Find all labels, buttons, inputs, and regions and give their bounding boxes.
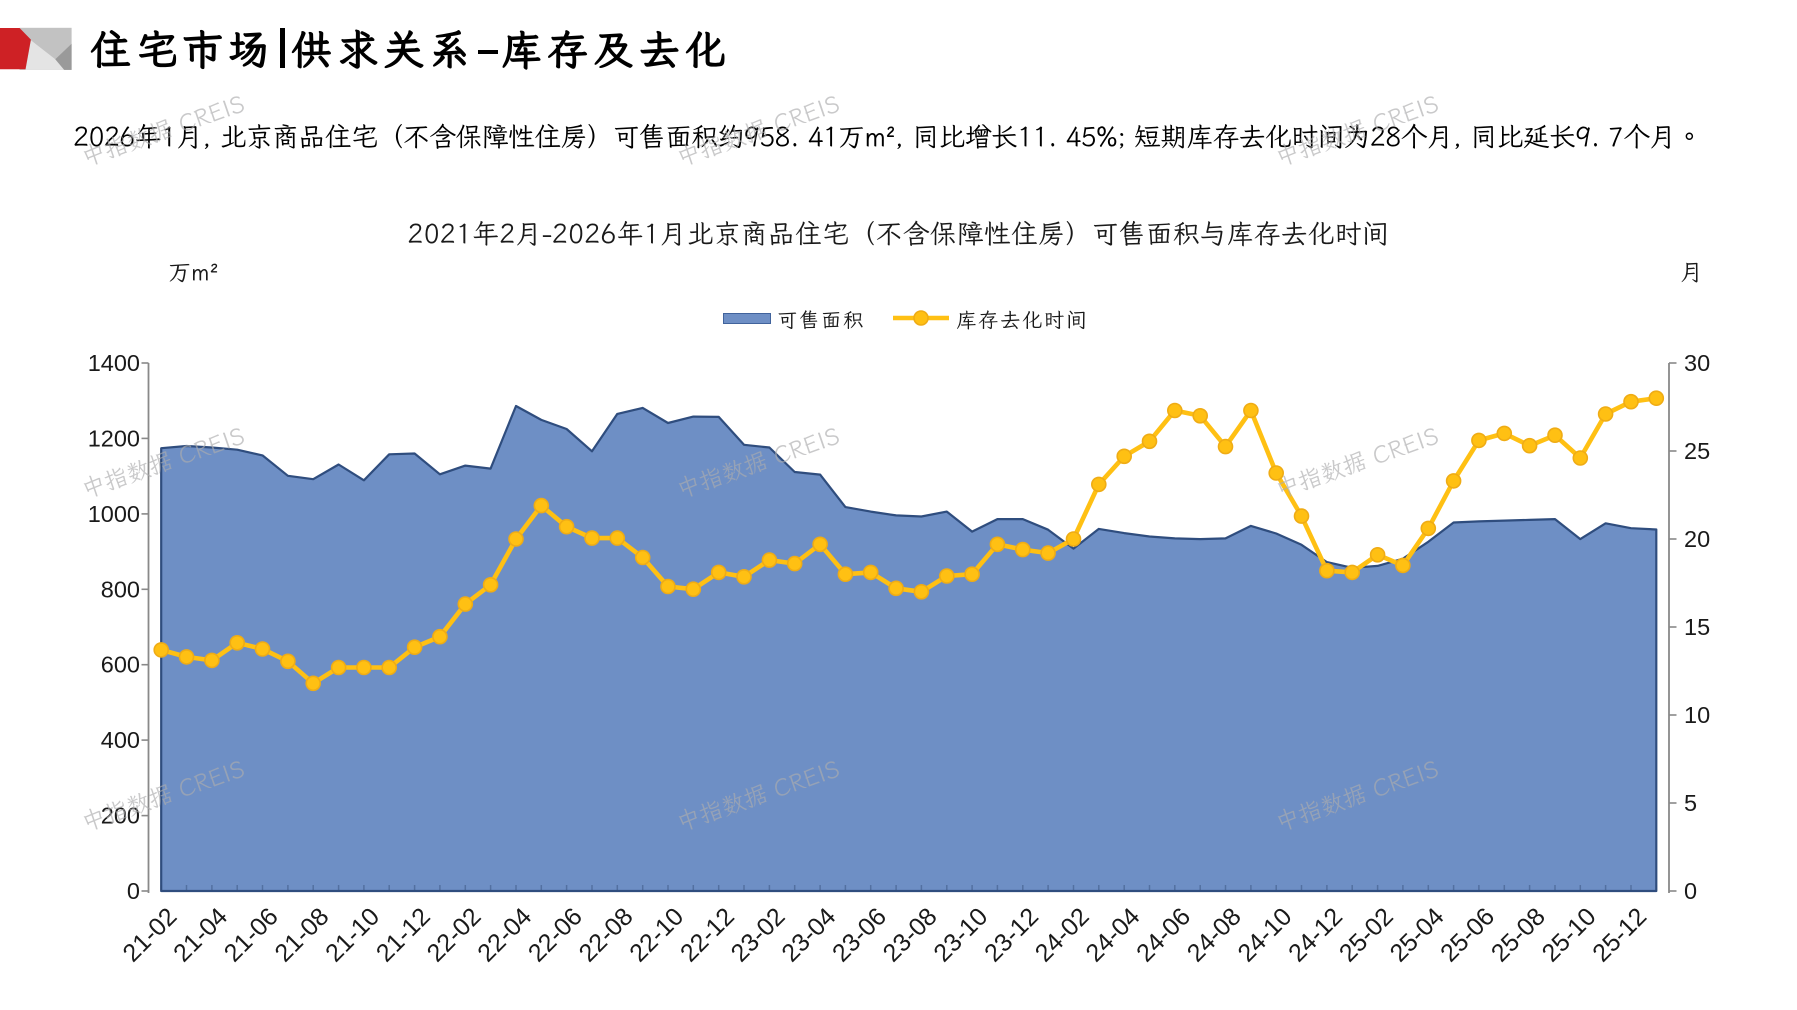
svg-text:24-12: 24-12 xyxy=(1283,902,1348,967)
svg-text:21-12: 21-12 xyxy=(371,902,436,967)
svg-text:200: 200 xyxy=(101,803,140,829)
svg-text:24-10: 24-10 xyxy=(1232,902,1297,967)
svg-text:20: 20 xyxy=(1684,526,1710,552)
svg-text:25-02: 25-02 xyxy=(1334,902,1399,967)
svg-text:22-12: 22-12 xyxy=(675,902,740,967)
svg-text:21-06: 21-06 xyxy=(219,902,284,967)
svg-text:23-04: 23-04 xyxy=(776,902,841,967)
svg-text:25: 25 xyxy=(1684,438,1710,464)
svg-text:22-04: 22-04 xyxy=(472,902,537,967)
svg-text:15: 15 xyxy=(1684,614,1710,640)
svg-text:24-04: 24-04 xyxy=(1080,902,1145,967)
svg-text:21-02: 21-02 xyxy=(117,902,182,967)
svg-text:22-08: 22-08 xyxy=(574,902,639,967)
svg-text:25-12: 25-12 xyxy=(1587,902,1652,967)
svg-text:25-08: 25-08 xyxy=(1486,902,1551,967)
svg-text:23-06: 23-06 xyxy=(827,902,892,967)
svg-text:10: 10 xyxy=(1684,702,1710,728)
svg-text:22-02: 22-02 xyxy=(422,902,487,967)
svg-text:23-02: 23-02 xyxy=(726,902,791,967)
svg-text:23-08: 23-08 xyxy=(878,902,943,967)
svg-text:23-12: 23-12 xyxy=(979,902,1044,967)
svg-text:1400: 1400 xyxy=(88,350,140,376)
svg-text:21-04: 21-04 xyxy=(168,902,233,967)
svg-text:23-10: 23-10 xyxy=(928,902,993,967)
svg-text:24-06: 24-06 xyxy=(1131,902,1196,967)
svg-text:21-08: 21-08 xyxy=(269,902,334,967)
svg-text:1000: 1000 xyxy=(88,501,140,527)
svg-text:22-06: 22-06 xyxy=(523,902,588,967)
svg-text:600: 600 xyxy=(101,652,140,678)
svg-text:24-08: 24-08 xyxy=(1182,902,1247,967)
svg-text:0: 0 xyxy=(127,878,140,904)
svg-text:800: 800 xyxy=(101,576,140,602)
svg-text:22-10: 22-10 xyxy=(624,902,689,967)
svg-text:25-04: 25-04 xyxy=(1385,902,1450,967)
svg-text:5: 5 xyxy=(1684,790,1697,816)
svg-text:400: 400 xyxy=(101,727,140,753)
svg-text:0: 0 xyxy=(1684,878,1697,904)
svg-text:30: 30 xyxy=(1684,350,1710,376)
svg-text:25-06: 25-06 xyxy=(1435,902,1500,967)
svg-text:21-10: 21-10 xyxy=(320,902,385,967)
svg-text:25-10: 25-10 xyxy=(1537,902,1602,967)
svg-text:24-02: 24-02 xyxy=(1030,902,1095,967)
svg-text:1200: 1200 xyxy=(88,425,140,451)
